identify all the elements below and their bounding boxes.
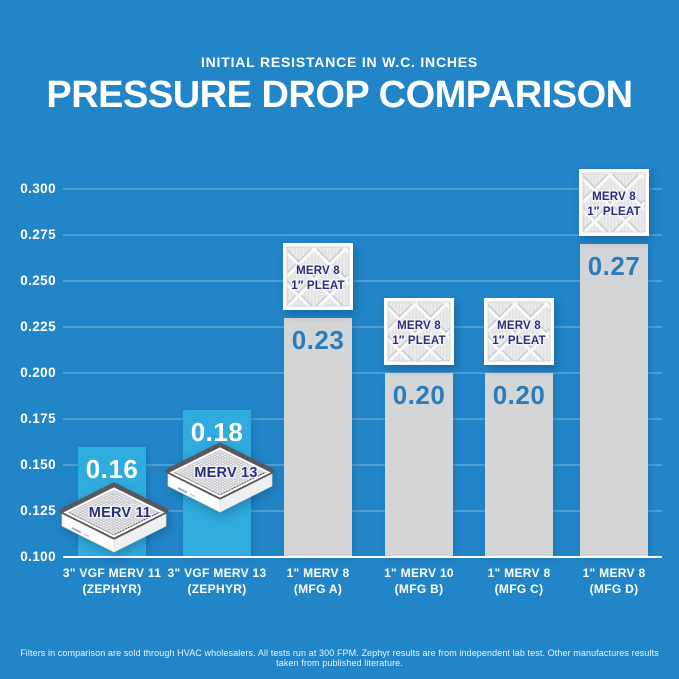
category-label-line1: 1" MERV 8 <box>582 566 646 580</box>
bar-value-label: 0.27 <box>587 251 641 282</box>
category-label-line1: 3" VGF MERV 11 <box>62 566 162 580</box>
category-label-line2: (ZEPHYR) <box>82 581 142 596</box>
gridline <box>63 326 662 328</box>
category-label: 1" MERV 10 (MFG B) <box>354 566 484 597</box>
category-label-line2: (MFG D) <box>589 581 639 596</box>
filter-image-flat: MERV 8 1″ PLEAT <box>579 169 649 237</box>
bar-4-competitor: 0.20 <box>385 373 453 558</box>
category-label: 1" MERV 8 (MFG A) <box>253 566 383 597</box>
y-axis-tick-label: 0.175 <box>20 411 56 426</box>
gridline <box>63 418 662 420</box>
svg-text:MERV 8: MERV 8 <box>296 265 340 277</box>
svg-text:MERV 13: MERV 13 <box>194 465 257 481</box>
category-label-line1: 3" VGF MERV 13 <box>167 566 267 580</box>
svg-text:MERV 8: MERV 8 <box>397 320 441 332</box>
filter-image-flat: MERV 8 1″ PLEAT <box>283 242 353 310</box>
gridline <box>63 372 662 374</box>
y-axis-tick-label: 0.275 <box>20 227 56 242</box>
chart-subtitle: INITIAL RESISTANCE IN W.C. INCHES <box>200 54 479 70</box>
bar-value-label: 0.20 <box>392 380 446 410</box>
category-label-line2: (MFG C) <box>494 581 544 596</box>
bar-6-competitor: 0.27 <box>580 244 648 558</box>
y-axis-tick-label: 0.225 <box>20 319 56 334</box>
gridline <box>63 510 662 512</box>
bar-5-competitor: 0.20 <box>485 373 553 558</box>
category-label-line2: (MFG B) <box>394 581 444 596</box>
x-axis-line <box>63 555 662 559</box>
chart-title: PRESSURE DROP COMPARISON <box>46 74 633 116</box>
filter-image-flat: MERV 8 1″ PLEAT <box>384 298 454 365</box>
y-axis-tick-label: 0.150 <box>20 457 56 472</box>
filter-image-flat: MERV 8 1″ PLEAT <box>484 298 554 365</box>
category-label: 1" MERV 8 (MFG D) <box>549 566 679 597</box>
bar-value-label: 0.20 <box>492 380 546 410</box>
y-axis-tick-label: 0.125 <box>20 503 56 518</box>
category-label-line1: 1" MERV 10 <box>384 566 454 580</box>
category-label: 3" VGF MERV 11 (ZEPHYR) <box>47 566 177 597</box>
y-axis-tick-label: 0.300 <box>20 181 56 196</box>
svg-text:1″ PLEAT: 1″ PLEAT <box>587 206 641 218</box>
category-label: 3" VGF MERV 13 (ZEPHYR) <box>152 566 282 597</box>
gridline <box>63 188 662 190</box>
category-label-line1: 1" MERV 8 <box>286 566 350 580</box>
y-axis-tick-label: 0.250 <box>20 273 56 288</box>
gridline <box>63 464 662 466</box>
bar-value-label: 0.23 <box>291 324 345 355</box>
svg-text:1″ PLEAT: 1″ PLEAT <box>291 280 345 292</box>
category-label-line1: 1" MERV 8 <box>487 566 551 580</box>
category-label: 1" MERV 8 (MFG C) <box>454 566 584 597</box>
category-label-line2: (MFG A) <box>293 581 343 596</box>
bar-3-competitor: 0.23 <box>284 317 352 558</box>
bar-value-label: 0.16 <box>85 453 139 484</box>
svg-text:MERV 8: MERV 8 <box>592 191 636 203</box>
y-axis-tick-label: 0.200 <box>20 365 56 380</box>
svg-text:1″ PLEAT: 1″ PLEAT <box>392 335 446 347</box>
bar-value-label: 0.18 <box>190 416 244 447</box>
footnote-text: Filters in comparison are sold through H… <box>20 648 659 668</box>
y-axis-tick-label: 0.100 <box>20 549 56 564</box>
gridline <box>63 280 662 282</box>
svg-text:1″ PLEAT: 1″ PLEAT <box>492 335 546 347</box>
svg-text:MERV 8: MERV 8 <box>497 320 541 332</box>
category-label-line2: (ZEPHYR) <box>187 581 247 596</box>
filter-image-3d: MERV 13 <box>160 441 280 517</box>
svg-text:MERV 11: MERV 11 <box>89 505 151 521</box>
filter-image-3d: MERV 11 <box>54 481 174 557</box>
gridline <box>63 234 662 236</box>
